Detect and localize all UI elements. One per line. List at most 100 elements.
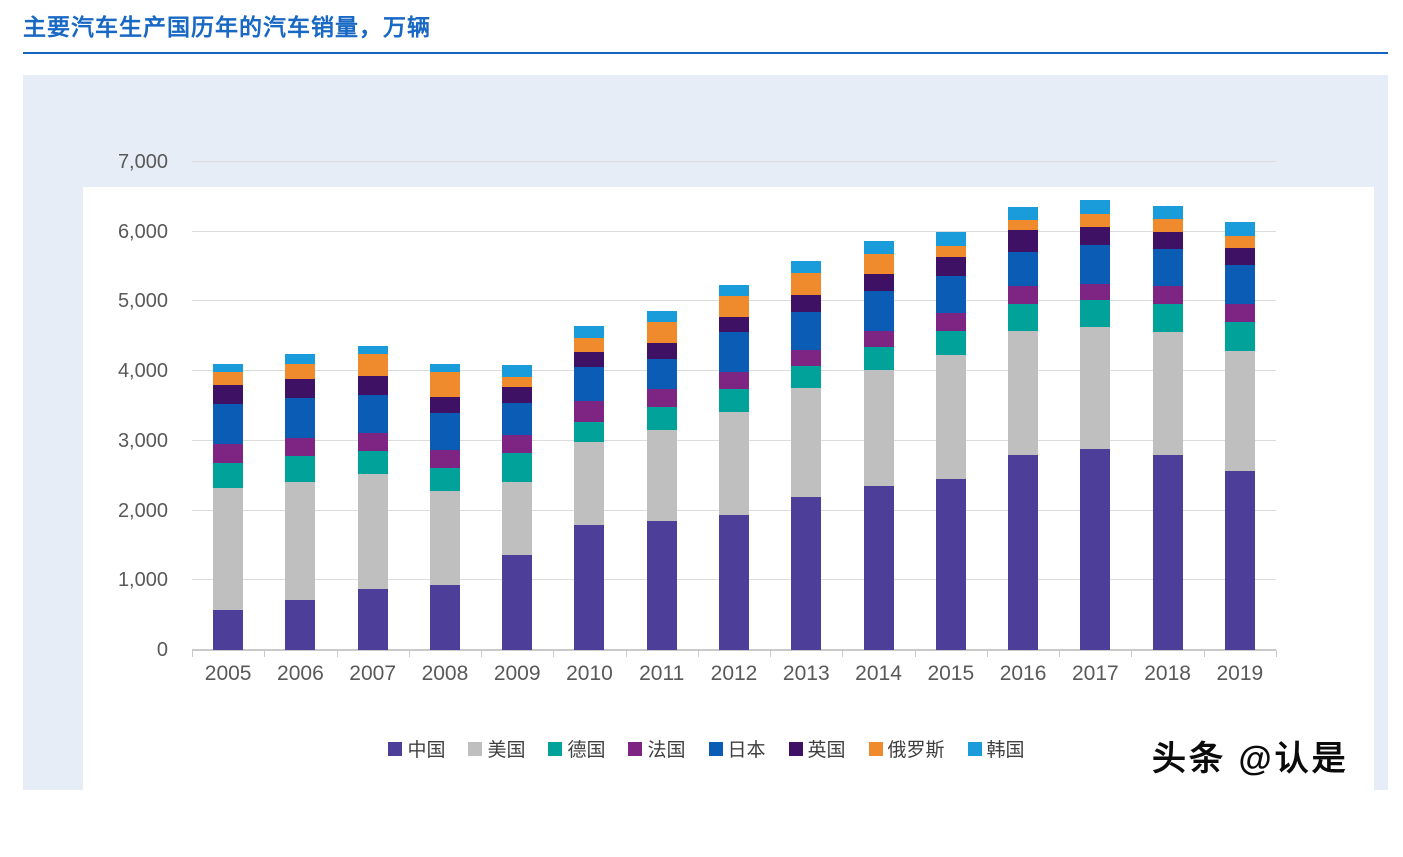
bar-segment-韩国-2017 — [1080, 200, 1111, 215]
legend-label: 韩国 — [986, 740, 1025, 761]
bar-segment-英国-2018 — [1152, 231, 1183, 249]
bar-segment-日本-2015 — [935, 275, 966, 313]
y-axis-tick-label: 1,000 — [117, 569, 168, 592]
x-axis-tick — [481, 650, 483, 657]
bar-segment-日本-2016 — [1008, 252, 1039, 287]
bar-segment-法国-2019 — [1224, 303, 1255, 322]
bar-segment-英国-2016 — [1008, 230, 1039, 253]
bar-segment-德国-2008 — [429, 467, 460, 491]
bar-segment-中国-2017 — [1080, 448, 1111, 650]
x-axis-tick — [914, 650, 916, 657]
bar-segment-中国-2019 — [1224, 470, 1255, 650]
bar-segment-英国-2007 — [357, 376, 388, 395]
bar-segment-韩国-2005 — [213, 363, 244, 372]
bar-segment-俄罗斯-2008 — [429, 371, 460, 397]
bar-segment-美国-2007 — [357, 474, 388, 589]
bar-segment-美国-2012 — [719, 412, 749, 516]
bar-segment-法国-2008 — [429, 449, 460, 468]
bar-segment-美国-2015 — [935, 355, 966, 479]
x-axis-line — [192, 649, 1276, 651]
bar-segment-英国-2015 — [935, 256, 966, 276]
x-axis-tick — [1276, 650, 1277, 657]
bar-segment-德国-2012 — [719, 389, 749, 413]
bar-segment-中国-2010 — [574, 524, 605, 650]
bar-segment-中国-2005 — [213, 609, 244, 650]
bar-segment-日本-2006 — [285, 398, 316, 439]
bar-segment-法国-2005 — [213, 444, 244, 463]
bar-segment-俄罗斯-2017 — [1080, 214, 1111, 227]
bar-segment-法国-2011 — [646, 389, 677, 408]
bar-segment-英国-2006 — [285, 379, 316, 399]
x-axis-tick — [842, 650, 844, 657]
bar-segment-日本-2017 — [1080, 245, 1111, 285]
bar-segment-法国-2015 — [935, 312, 966, 331]
bar-segment-韩国-2006 — [285, 354, 316, 365]
bar-segment-法国-2018 — [1152, 285, 1183, 304]
bar-segment-韩国-2018 — [1152, 205, 1183, 219]
stacked-bar-2010 — [574, 325, 605, 650]
bar-segment-俄罗斯-2014 — [863, 254, 894, 274]
x-axis-tick — [625, 650, 627, 657]
x-axis-label-2012: 2012 — [710, 662, 758, 685]
bar-segment-德国-2017 — [1080, 300, 1111, 327]
bar-segment-中国-2007 — [357, 588, 388, 650]
bar-segment-日本-2019 — [1224, 264, 1255, 304]
watermark: 头条 @认是 — [1152, 740, 1349, 778]
bar-segment-德国-2014 — [863, 347, 894, 371]
bar-segment-美国-2006 — [285, 482, 316, 600]
bar-segment-俄罗斯-2019 — [1224, 236, 1255, 249]
bar-segment-德国-2013 — [791, 365, 822, 388]
legend-item-德国: 德国 — [548, 735, 605, 762]
stacked-bar-2007 — [357, 346, 388, 650]
x-axis-tick — [697, 650, 699, 657]
stacked-bar-2005 — [213, 363, 244, 650]
bar-segment-俄罗斯-2011 — [646, 322, 677, 344]
bar-segment-中国-2011 — [646, 521, 677, 650]
bar-segment-法国-2006 — [285, 438, 316, 457]
stacked-bar-2011 — [646, 311, 677, 650]
legend-swatch-icon — [468, 741, 483, 756]
stacked-bar-2014 — [863, 241, 894, 650]
bar-segment-俄罗斯-2013 — [791, 272, 822, 295]
bar-segment-日本-2012 — [719, 332, 749, 373]
title-underline — [23, 52, 1388, 54]
y-axis-tick-label: 5,000 — [117, 290, 168, 313]
stacked-bar-2006 — [285, 354, 316, 650]
legend-swatch-icon — [967, 741, 982, 756]
legend-label: 中国 — [407, 740, 446, 761]
bar-segment-英国-2013 — [791, 294, 822, 312]
bar-segment-俄罗斯-2007 — [357, 354, 388, 377]
x-axis-label-2005: 2005 — [204, 662, 252, 685]
bar-segment-法国-2009 — [502, 434, 533, 454]
bar-segment-韩国-2008 — [429, 363, 460, 372]
bar-segment-中国-2009 — [502, 554, 533, 650]
bar-segment-法国-2012 — [719, 372, 749, 390]
x-axis-label-2019: 2019 — [1216, 662, 1264, 685]
bar-segment-韩国-2010 — [574, 325, 605, 338]
x-axis-label-2009: 2009 — [493, 662, 541, 685]
legend-label: 英国 — [807, 740, 846, 761]
legend-item-日本: 日本 — [708, 735, 766, 762]
bar-segment-中国-2006 — [285, 599, 316, 650]
y-axis-tick-label: 6,000 — [117, 220, 168, 243]
bar-segment-俄罗斯-2010 — [574, 337, 605, 353]
legend-swatch-icon — [548, 741, 563, 756]
bar-segment-日本-2013 — [791, 311, 822, 350]
bar-segment-美国-2010 — [574, 442, 605, 525]
bar-segment-美国-2005 — [213, 488, 244, 610]
bar-segment-德国-2018 — [1152, 303, 1183, 332]
bar-segment-德国-2016 — [1008, 303, 1039, 331]
bar-segment-俄罗斯-2006 — [285, 364, 316, 380]
legend-item-俄罗斯: 俄罗斯 — [868, 735, 945, 762]
bar-segment-法国-2016 — [1008, 286, 1039, 304]
bar-segment-英国-2017 — [1080, 226, 1111, 246]
stacked-bar-2012 — [719, 285, 749, 650]
bar-segment-韩国-2016 — [1008, 207, 1039, 221]
bar-segment-德国-2006 — [285, 456, 316, 482]
bar-segment-法国-2010 — [574, 401, 605, 423]
stacked-bar-2009 — [502, 365, 533, 650]
legend-item-韩国: 韩国 — [967, 735, 1025, 762]
bar-segment-美国-2009 — [502, 482, 533, 555]
gridline — [192, 230, 1276, 232]
stacked-bar-2013 — [791, 261, 822, 650]
